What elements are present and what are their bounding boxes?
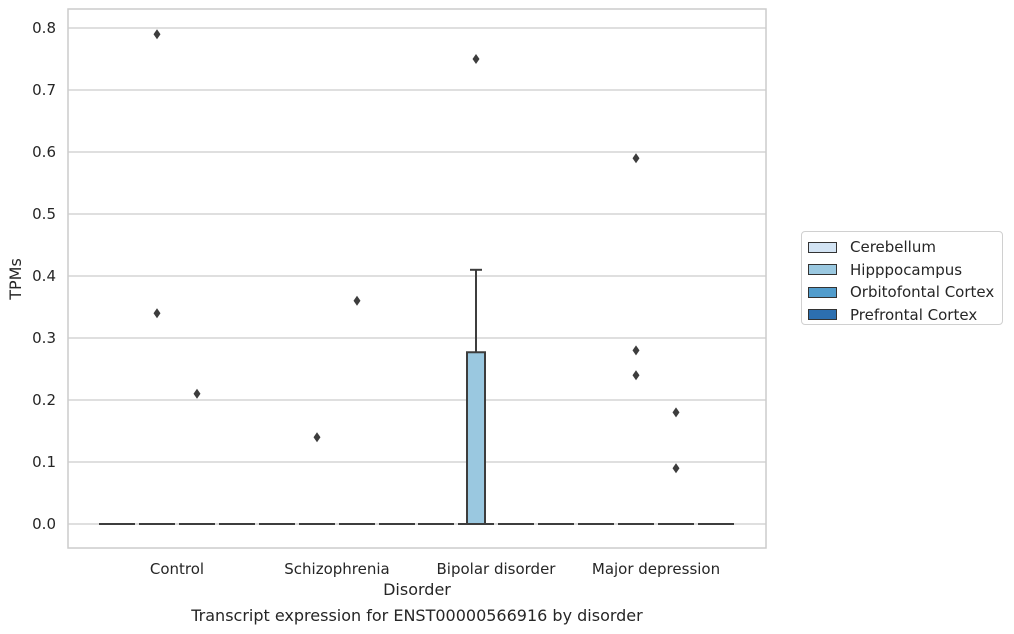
gridlines (68, 27, 766, 525)
outlier-point (632, 370, 640, 381)
outlier-point (153, 29, 161, 40)
x-tick-label: Schizophrenia (284, 560, 389, 578)
outlier-point (353, 295, 361, 306)
y-tick-label: 0.6 (32, 143, 56, 161)
legend-item-orbitofrontal-cortex: Orbitofontal Cortex (808, 281, 996, 304)
y-tick-label: 0.2 (32, 391, 56, 409)
x-tick-label: Bipolar disorder (437, 560, 557, 578)
y-axis-label: TPMs (6, 258, 25, 301)
y-tick-label: 0.4 (32, 267, 56, 285)
x-tick-labels: Control Schizophrenia Bipolar disorder Majo… (150, 560, 720, 578)
x-tick-label: Major depression (592, 560, 720, 578)
y-tick-label: 0.8 (32, 19, 56, 37)
legend-label: Hipppocampus (850, 260, 963, 279)
outlier-point (632, 345, 640, 356)
legend-swatch (808, 309, 837, 321)
outlier-point (313, 432, 321, 443)
legend-swatch (808, 264, 837, 276)
legend-label: Orbitofontal Cortex (850, 283, 995, 302)
x-axis-label: Disorder (383, 580, 451, 599)
plot-frame (67, 8, 767, 549)
x-tick-label: Control (150, 560, 204, 578)
legend-item-cerebellum: Cerebellum (808, 236, 996, 259)
legend-label: Cerebellum (850, 238, 936, 257)
outlier-point (193, 388, 201, 399)
legend-item-hippocampus: Hipppocampus (808, 259, 996, 282)
box (466, 351, 486, 526)
box-layer (99, 29, 734, 526)
legend-swatch (808, 241, 837, 253)
legend-label: Prefrontal Cortex (850, 305, 978, 324)
y-tick-label: 0.5 (32, 205, 56, 223)
outlier-point (672, 407, 680, 418)
outlier-point (472, 54, 480, 64)
y-tick-labels: 0.0 0.1 0.2 0.3 0.4 0.5 0.6 0.7 0.8 (32, 19, 56, 533)
chart-caption: Transcript expression for ENST0000056691… (191, 606, 643, 625)
y-tick-label: 0.1 (32, 453, 56, 471)
outlier-point (153, 308, 161, 319)
y-tick-label: 0.7 (32, 81, 56, 99)
legend-item-prefrontal-cortex: Prefrontal Cortex (808, 304, 996, 327)
legend-swatch (808, 286, 837, 298)
y-tick-label: 0.0 (32, 515, 56, 533)
outlier-point (672, 463, 680, 474)
legend: Cerebellum Hipppocampus Orbitofontal Cor… (801, 231, 1003, 325)
outlier-point (632, 153, 640, 164)
y-tick-label: 0.3 (32, 329, 56, 347)
